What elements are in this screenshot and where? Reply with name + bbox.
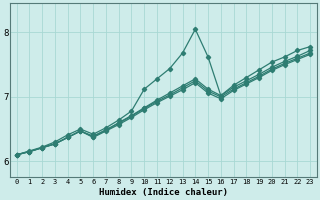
X-axis label: Humidex (Indice chaleur): Humidex (Indice chaleur) [99,188,228,197]
